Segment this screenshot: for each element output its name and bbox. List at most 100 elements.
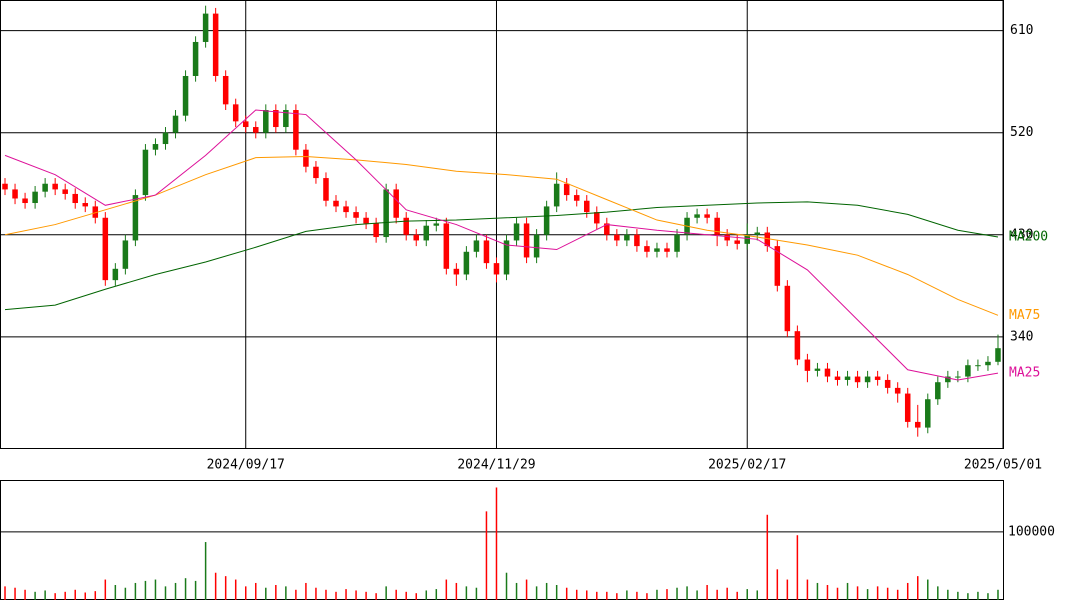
candle-body bbox=[634, 234, 640, 247]
candle-body bbox=[473, 240, 480, 252]
candle-body bbox=[112, 268, 119, 281]
candle-body bbox=[874, 376, 881, 380]
y-tick-label: 520 bbox=[1010, 125, 1033, 140]
candle-body bbox=[323, 178, 329, 201]
candle-body bbox=[573, 195, 580, 201]
candle-body bbox=[734, 240, 740, 244]
candle-body bbox=[132, 195, 139, 241]
x-tick-label: 2025/05/01 bbox=[964, 458, 1042, 473]
candle-body bbox=[192, 41, 199, 76]
candle-body bbox=[443, 223, 450, 269]
candle-body bbox=[995, 348, 1001, 362]
candle-body bbox=[293, 110, 299, 150]
candle-body bbox=[714, 217, 720, 235]
candle-body bbox=[403, 217, 409, 235]
candle-body bbox=[614, 234, 620, 241]
volume-frame bbox=[0, 480, 1004, 600]
legend-label: MA200 bbox=[1009, 230, 1048, 245]
candle-body bbox=[82, 203, 89, 207]
candle-body bbox=[22, 198, 28, 204]
candle-body bbox=[884, 379, 891, 388]
candle-body bbox=[242, 121, 249, 128]
candle-body bbox=[313, 166, 319, 179]
candle-body bbox=[854, 376, 861, 383]
candle-body bbox=[914, 421, 921, 428]
candle-body bbox=[814, 368, 821, 371]
candle-body bbox=[925, 399, 931, 428]
candle-body bbox=[343, 206, 349, 213]
y-tick-label: 340 bbox=[1010, 329, 1033, 344]
candle-body bbox=[152, 144, 159, 150]
candle-body bbox=[664, 248, 670, 252]
candle-body bbox=[965, 365, 971, 377]
candle-body bbox=[523, 223, 530, 258]
candle-body bbox=[644, 246, 650, 252]
candle-body bbox=[774, 246, 781, 286]
candle-body bbox=[694, 214, 700, 218]
candle-body bbox=[12, 189, 18, 199]
y-tick-label: 100000 bbox=[1008, 524, 1055, 539]
candle-body bbox=[363, 217, 369, 224]
candle-body bbox=[824, 368, 831, 377]
candle-body bbox=[543, 206, 550, 235]
candle-body bbox=[594, 212, 600, 224]
candle-body bbox=[553, 183, 560, 207]
candle-body bbox=[212, 13, 219, 76]
candle-body bbox=[463, 251, 470, 275]
candle-body bbox=[433, 223, 440, 226]
candle-body bbox=[232, 104, 239, 122]
candle-body bbox=[2, 183, 8, 190]
ma-line bbox=[4, 201, 999, 311]
legend-label: MA75 bbox=[1009, 308, 1040, 323]
y-tick-label: 610 bbox=[1010, 23, 1033, 38]
candle-body bbox=[62, 189, 68, 194]
candle-body bbox=[122, 240, 129, 269]
candle-body bbox=[102, 217, 109, 281]
candle-body bbox=[704, 214, 710, 218]
x-tick-label: 2024/09/17 bbox=[207, 458, 285, 473]
ma-line bbox=[4, 109, 999, 381]
candle-body bbox=[563, 183, 570, 196]
candle-body bbox=[92, 206, 99, 218]
candle-body bbox=[804, 359, 811, 371]
candle-body bbox=[172, 115, 179, 133]
candle-body bbox=[263, 110, 269, 133]
candle-body bbox=[513, 223, 520, 241]
candle-body bbox=[273, 110, 279, 128]
candle-body bbox=[583, 200, 590, 213]
candle-body bbox=[32, 191, 38, 204]
candle-body bbox=[453, 268, 460, 275]
candle-body bbox=[904, 393, 911, 422]
candle-body bbox=[754, 232, 761, 235]
candle-body bbox=[393, 189, 399, 218]
candle-body bbox=[985, 361, 991, 366]
x-tick-label: 2024/11/29 bbox=[457, 458, 535, 473]
candle-body bbox=[764, 232, 771, 247]
candle-body bbox=[182, 75, 189, 116]
candle-body bbox=[935, 382, 941, 400]
candle-body bbox=[162, 132, 169, 145]
candle-body bbox=[624, 234, 630, 241]
ma-line bbox=[4, 156, 999, 316]
candle-body bbox=[142, 149, 149, 196]
x-tick-label: 2025/02/17 bbox=[708, 458, 786, 473]
candle-body bbox=[423, 225, 430, 241]
candle-body bbox=[383, 189, 389, 238]
candle-body bbox=[52, 183, 58, 190]
y-tick-label: 430 bbox=[1010, 227, 1033, 242]
candle-body bbox=[303, 149, 309, 167]
candle-body bbox=[604, 223, 610, 235]
candle-body bbox=[373, 223, 379, 238]
candle-body bbox=[413, 234, 420, 241]
candle-body bbox=[794, 331, 801, 360]
candle-body bbox=[955, 376, 961, 378]
candle-body bbox=[724, 234, 730, 241]
legend-label: MA25 bbox=[1009, 366, 1040, 381]
candle-body bbox=[844, 376, 851, 380]
candle-body bbox=[253, 127, 259, 133]
candle-body bbox=[222, 75, 229, 105]
candle-body bbox=[333, 200, 339, 207]
candle-body bbox=[202, 13, 209, 42]
candle-body bbox=[654, 248, 660, 252]
